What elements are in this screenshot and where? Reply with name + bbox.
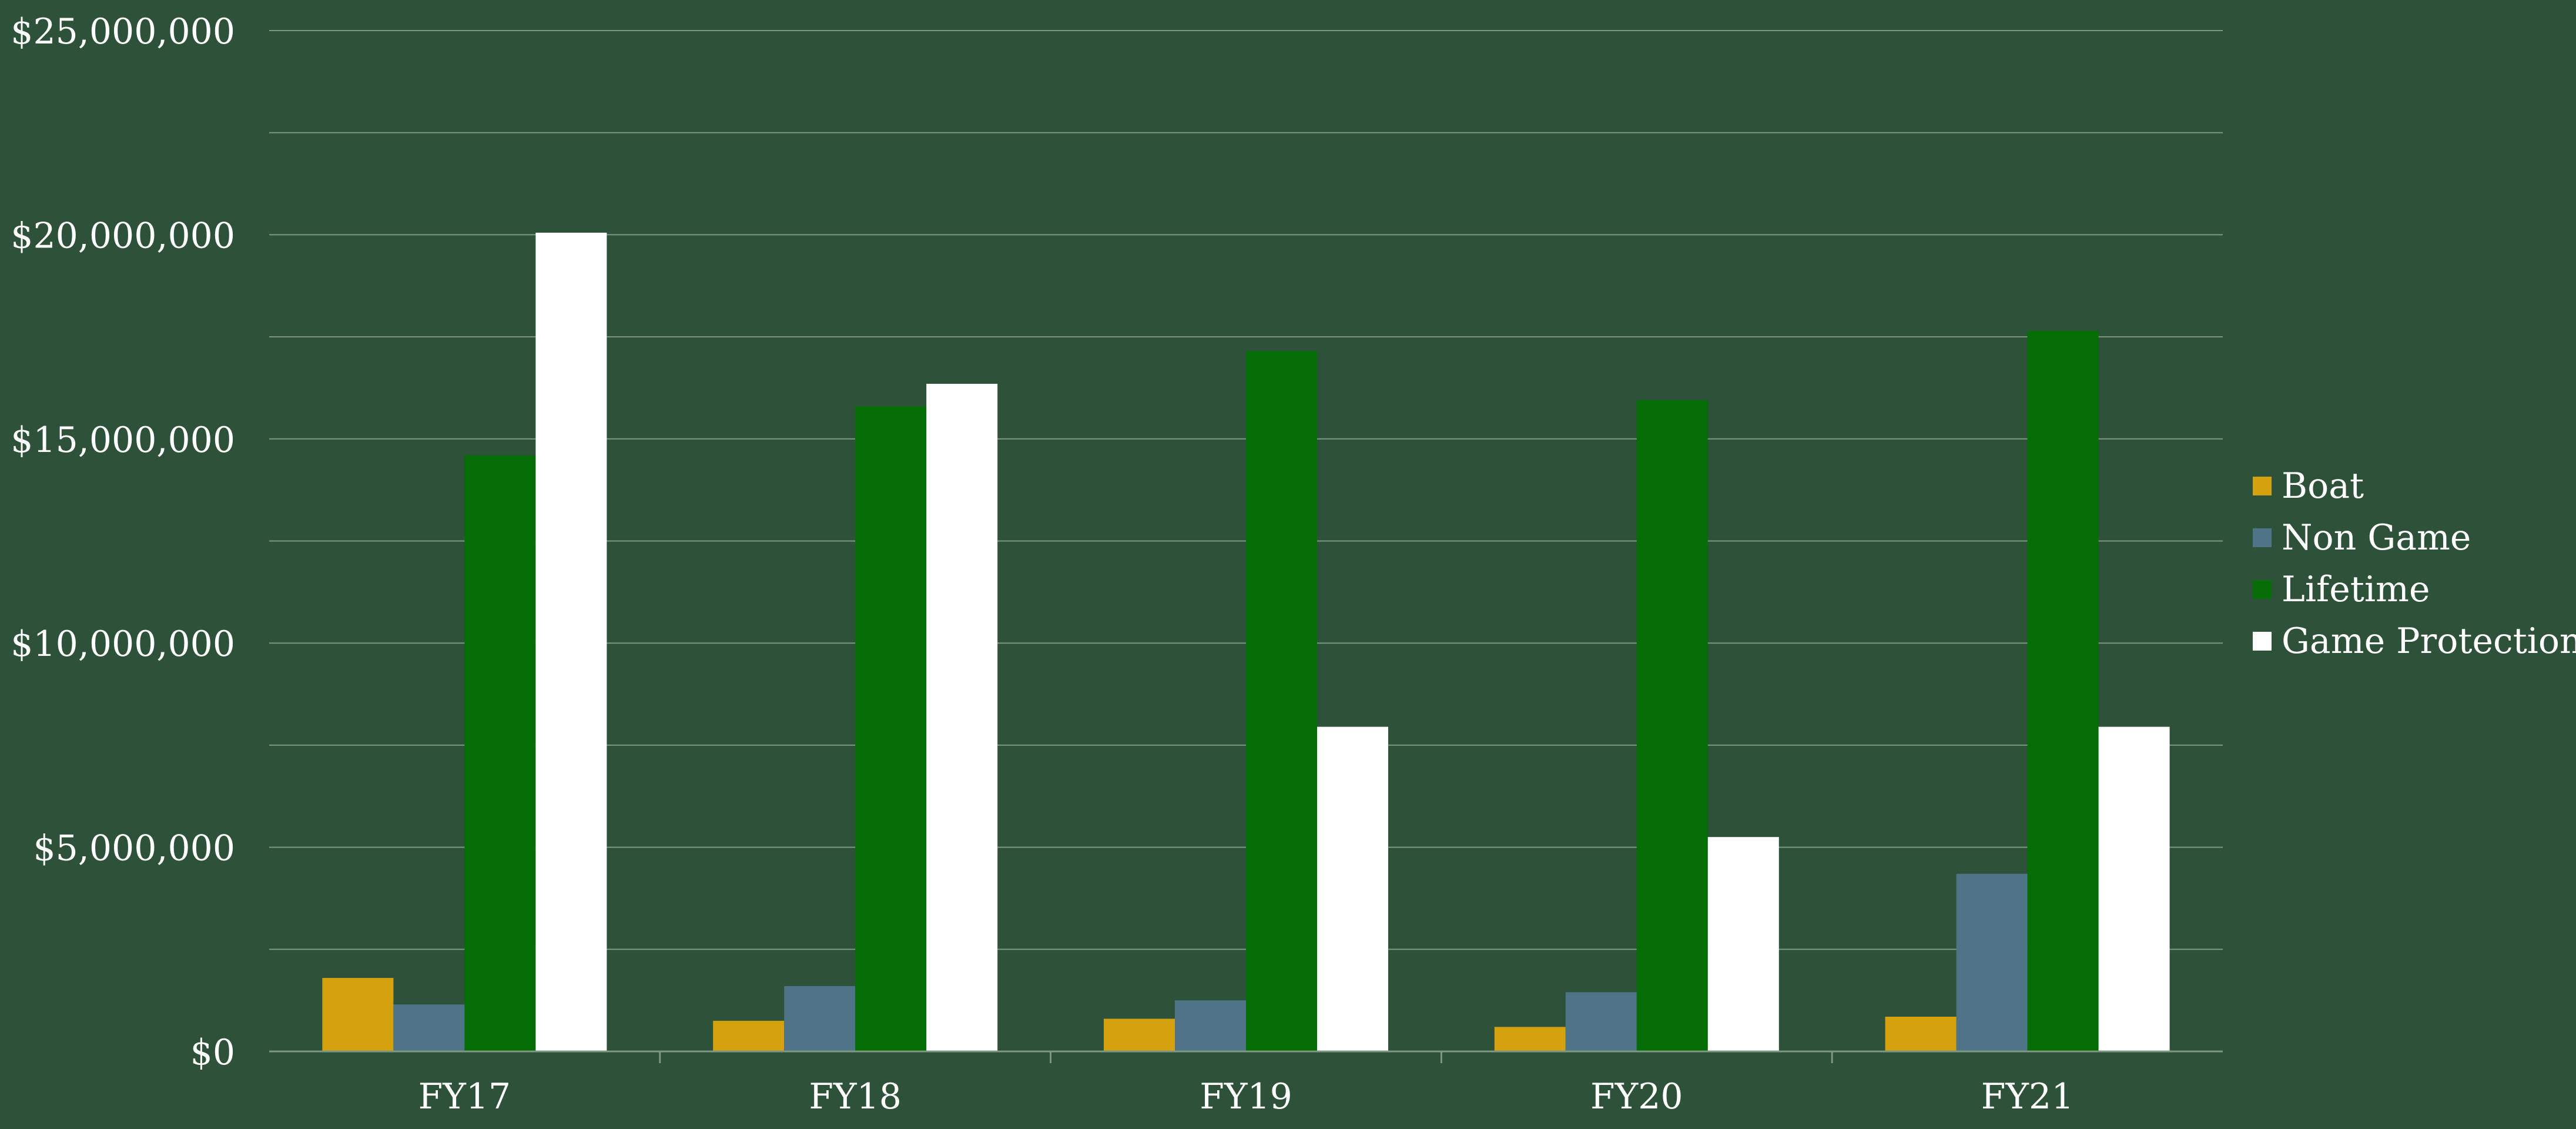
legend-swatch <box>2253 477 2272 495</box>
bar-game-protection-fy21 <box>2098 726 2170 1051</box>
bar-boat-fy20 <box>1494 1027 1566 1051</box>
bar-non-game-fy20 <box>1565 992 1637 1051</box>
y-tick-label: $0 <box>190 1032 235 1073</box>
bar-lifetime-fy19 <box>1246 351 1317 1052</box>
bar-game-protection-fy19 <box>1317 726 1388 1051</box>
legend-label: Game Protection <box>2282 621 2576 662</box>
legend-label: Boat <box>2282 465 2364 507</box>
y-tick-label: $5,000,000 <box>33 828 235 869</box>
bar-lifetime-fy18 <box>855 406 927 1051</box>
y-tick-label: $15,000,000 <box>11 420 235 461</box>
bars <box>322 232 2170 1052</box>
x-tick-label: FY20 <box>1590 1076 1683 1117</box>
bar-game-protection-fy20 <box>1707 837 1779 1051</box>
x-tick-label: FY21 <box>1981 1076 2074 1117</box>
bar-non-game-fy19 <box>1175 1000 1246 1051</box>
bar-lifetime-fy21 <box>2027 330 2099 1051</box>
y-tick-label: $10,000,000 <box>11 624 235 665</box>
bar-non-game-fy21 <box>1956 873 2028 1051</box>
legend-label: Non Game <box>2282 517 2471 558</box>
bar-boat-fy17 <box>322 977 394 1051</box>
bar-game-protection-fy18 <box>926 384 998 1052</box>
legend-label: Lifetime <box>2282 569 2430 610</box>
legend-swatch <box>2253 528 2272 547</box>
x-tick-label: FY19 <box>1200 1076 1292 1117</box>
bar-lifetime-fy20 <box>1636 400 1708 1052</box>
axes: $0 $5,000,000 $10,000,000 $15,000,000 $20,00… <box>11 11 2223 1117</box>
bar-boat-fy21 <box>1885 1016 1957 1051</box>
x-tick-label: FY18 <box>809 1076 902 1117</box>
bar-boat-fy18 <box>713 1020 785 1051</box>
bar-lifetime-fy17 <box>464 455 536 1051</box>
bar-non-game-fy17 <box>393 1004 465 1051</box>
legend-swatch <box>2253 632 2272 651</box>
bar-game-protection-fy17 <box>535 232 607 1051</box>
legend: Boat Non Game Lifetime Game Protection <box>2253 465 2576 662</box>
y-tick-label: $25,000,000 <box>11 11 235 52</box>
x-tick-label: FY17 <box>418 1076 511 1117</box>
y-tick-label: $20,000,000 <box>11 215 235 256</box>
bar-boat-fy19 <box>1104 1019 1175 1051</box>
legend-swatch <box>2253 580 2272 599</box>
bar-non-game-fy18 <box>784 986 856 1051</box>
